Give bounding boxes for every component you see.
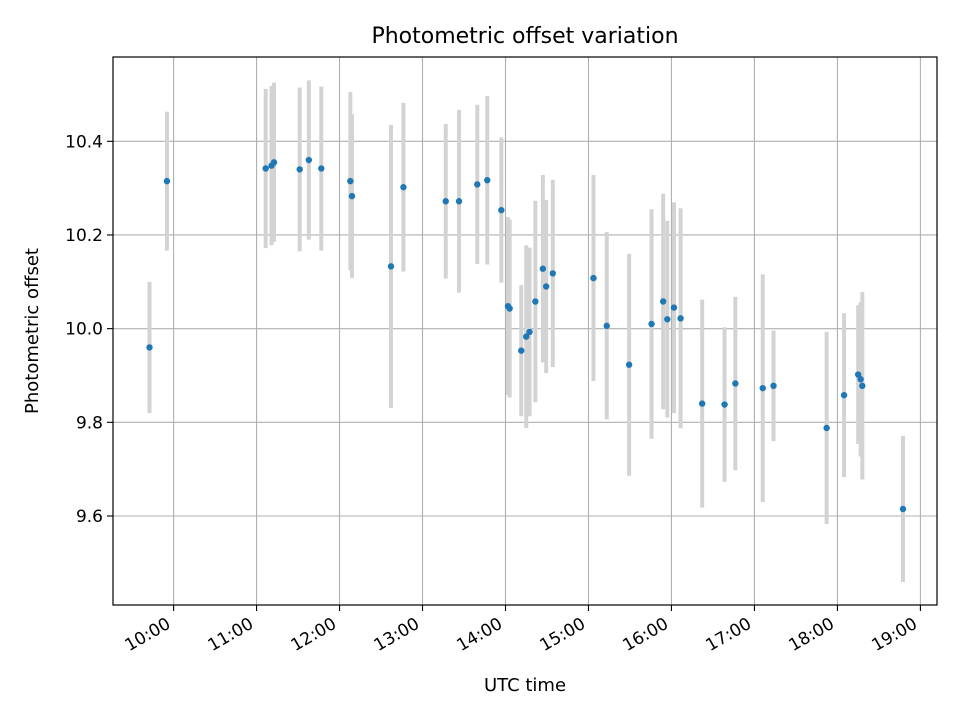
- data-point: [498, 206, 505, 214]
- y-tick-label: 9.6: [76, 507, 103, 527]
- data-point: [603, 322, 610, 330]
- data-point: [305, 156, 313, 164]
- data-point: [857, 376, 864, 383]
- data-points: [146, 156, 907, 513]
- data-point: [840, 391, 848, 399]
- data-point: [400, 184, 407, 191]
- y-tick-label: 10.4: [65, 132, 103, 152]
- x-axis-label: UTC time: [484, 675, 566, 696]
- data-point: [442, 198, 449, 205]
- data-point: [526, 328, 533, 336]
- data-point: [664, 316, 671, 323]
- data-point: [262, 165, 269, 172]
- data-point: [347, 177, 354, 185]
- data-point: [484, 176, 491, 184]
- data-point: [854, 371, 862, 378]
- data-point: [625, 361, 633, 368]
- data-point: [823, 424, 830, 432]
- data-point: [549, 270, 556, 277]
- data-point: [506, 305, 513, 312]
- data-point: [677, 315, 684, 322]
- data-point: [732, 380, 739, 387]
- data-point: [859, 382, 866, 389]
- data-point: [590, 274, 597, 282]
- data-point: [770, 382, 777, 389]
- data-point: [146, 344, 153, 351]
- y-tick-label: 10.0: [65, 320, 103, 340]
- data-point: [518, 347, 525, 354]
- chart-title: Photometric offset variation: [371, 24, 678, 49]
- y-axis-ticks: 9.6 9.8 10.0 10.2 10.4: [65, 132, 113, 527]
- data-point: [698, 400, 706, 407]
- data-point: [523, 333, 530, 340]
- data-point: [721, 401, 728, 408]
- plot-frame: [112, 56, 938, 606]
- data-point: [659, 298, 667, 305]
- y-axis-label: Photometric offset: [22, 248, 43, 414]
- data-point: [387, 263, 395, 270]
- y-tick-label: 9.8: [76, 413, 103, 433]
- data-point: [318, 165, 325, 172]
- y-tick-label: 10.2: [65, 226, 103, 246]
- data-point: [759, 384, 766, 392]
- data-point: [648, 320, 655, 328]
- data-point: [542, 283, 550, 290]
- data-point: [670, 304, 678, 311]
- data-point: [455, 198, 463, 205]
- data-point: [474, 181, 481, 188]
- data-point: [348, 192, 356, 200]
- data-point: [163, 177, 171, 185]
- data-point: [539, 265, 547, 272]
- data-point: [296, 166, 303, 173]
- data-point: [899, 505, 907, 513]
- data-point: [270, 159, 278, 166]
- data-point: [532, 298, 539, 305]
